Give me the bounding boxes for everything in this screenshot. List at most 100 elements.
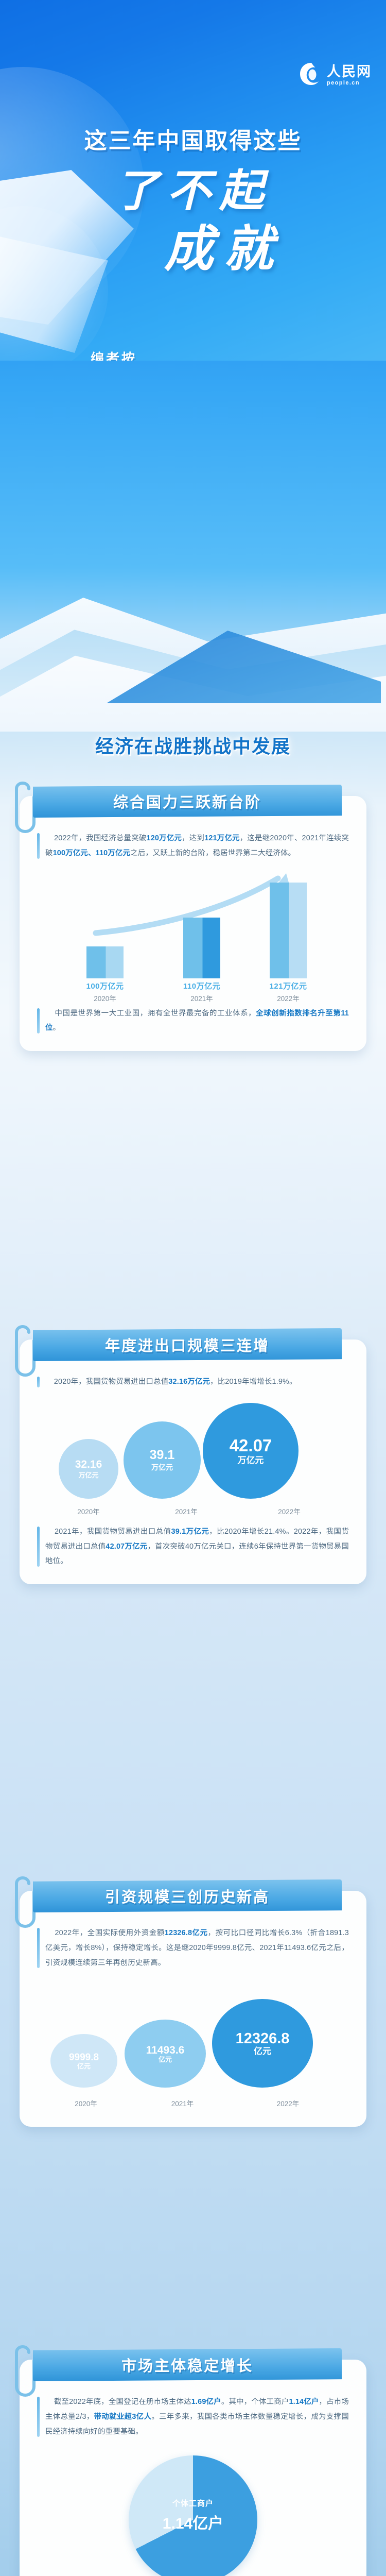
bubble-unit-2021: 万亿元 [151,1463,173,1472]
bar-2022: 121万亿元 2022年 [269,882,307,1003]
card-national-strength: 综合国力三跃新台阶 2022年，我国经济总量突破120万亿元，达到121万亿元，… [15,781,366,1052]
bubble-2020: 32.16 万亿元 [59,1438,118,1499]
c2-p1-text-2: ，比2019年增增长1.9%。 [210,1378,297,1386]
paperclip-icon [11,781,39,835]
c2-p2-text-3: ，首次突破40万亿元关口，连续6年保持世界第一货物贸易国 [147,1542,349,1551]
card-paragraph-1: 2022年，我国经济总量突破120万亿元，达到121万亿元，这是继2020年、2… [37,831,349,861]
bubble-category-2021: 2021年 [175,1507,198,1516]
card-title: 引资规模三创历史新高 [104,1889,270,1906]
logo-text-cn: 人民网 [327,63,372,79]
highlight-120: 120万亿元 [146,834,182,842]
bubble-2022: 42.07 万亿元 [203,1402,299,1499]
highlight-innovation-rank: 全球创新指数排名升至第11位 [45,1009,349,1032]
card-header-national-strength: 综合国力三跃新台阶 [33,785,342,818]
bar-category-2021: 2021年 [190,994,213,1003]
highlight-121: 121万亿元 [204,834,240,842]
highlight-391: 39.1万亿元 [171,1527,209,1536]
card-market-entities: 市场主体稳定增长 截至2022年底，全国登记在册市场主体达1.69亿户。其中，个… [15,2345,366,2576]
card-title: 综合国力三跃新台阶 [113,794,261,811]
card4-paragraph-1: 截至2022年底，全国登记在册市场主体达1.69亿户。其中，个体工商户1.14亿… [37,2395,349,2439]
ellipse-2022: 12326.8 亿元 [212,1999,313,2088]
bubble-value-2022: 42.07 [229,1435,272,1455]
bar-value-2021: 110万亿元 [183,981,221,991]
editor-note: 编者按 “疫情要防住、经济要稳住、发展要安全。”三年多来，中国因时因势不断优化调… [29,348,199,361]
c2-p1-text: 2020年，我国货物贸易进出口总值 [54,1378,169,1386]
ellipse-year-axis: 2020年 2021年 2022年 [37,2098,349,2108]
card2-paragraph-1: 2020年，我国货物贸易进出口总值32.16万亿元，比2019年增增长1.9%。 [37,1375,349,1389]
ellipse-2020: 9999.8 亿元 [50,2034,117,2088]
ellipse-unit-2021: 亿元 [158,2055,172,2063]
bubble-unit-2022: 万亿元 [237,1455,264,1465]
bubble-year-axis: 2020年 2021年 2022年 [37,1506,349,1516]
c4-p1-text-2: 。其中，个体工商户 [221,2398,289,2406]
c2-p2-text-2: ，比2020年增长21.4%。2022年，我国货物贸易进出口总值 [45,1527,349,1551]
ellipse-value-2020: 9999.8 [68,2052,99,2063]
people-cn-logo-icon [299,62,323,86]
paperclip-icon-4 [11,2345,39,2399]
ellipse-category-2021: 2021年 [171,2100,194,2108]
para2-text-2: 。 [52,1024,61,1032]
ellipse-category-2020: 2020年 [75,2100,97,2108]
highlight-114: 1.14亿户 [289,2398,319,2406]
ellipse-value-2022: 12326.8 [235,2030,290,2047]
editor-note-heading: 编者按 [90,351,137,361]
page-title: 这三年中国取得这些 [84,128,302,154]
c4-p1-text: 截至2022年底，全国登记在册市场主体达 [54,2398,191,2406]
ellipse-category-2022: 2022年 [276,2100,300,2108]
para-text: 2022年，我国经济总量突破 [54,834,147,842]
para-text-3: ，这是继2020年、2021年连续突破 [45,834,349,857]
bubble-value-2020: 32.16 [75,1458,102,1470]
pie-slice-label: 个体工商户 1.14亿户 [129,2498,257,2533]
bar-value-2022: 121万亿元 [269,981,307,991]
card-paragraph-2: 中国是世界第一大工业国，拥有全世界最完备的工业体系，全球创新指数排名升至第11位… [37,1006,349,1036]
c4-p1-text-4: 。三年多来，我国各类市场主体数量稳定增长，成为支撑国民经济持续向好的重要基础。 [45,2412,349,2436]
pie-slice-value: 1.14亿户 [162,2515,224,2533]
card-title: 市场主体稳定增长 [121,2358,253,2375]
card-foreign-investment: 引资规模三创历史新高 2022年，全国实际使用外资金额12326.8亿元，按可比… [15,1876,366,2127]
ellipse-2021: 11493.6 亿元 [125,2020,206,2088]
ellipse-chart-fdi: 9999.8 亿元 11493.6 亿元 12326.8 亿元 2020年 20… [37,1979,349,2108]
bubble-value-2021: 39.1 [149,1448,175,1463]
c4-p1-text-3: ，占市场主体总量2/3， [45,2398,349,2421]
highlight-12326: 12326.8亿元 [164,1929,208,1937]
paperclip-icon-3 [11,1876,39,1930]
highlight-169: 1.69亿户 [191,2398,221,2406]
bar-category-2020: 2020年 [94,994,116,1003]
paperclip-icon-2 [11,1325,39,1379]
ellipse-unit-2020: 亿元 [77,2062,91,2070]
pie-slices [129,2455,257,2576]
logo-text-en: people.cn [327,80,360,86]
c3-p1-text-2: ，按可比口径同比增长6.3%（折合1891.3亿美元，增长8%），保持稳定增长。… [45,1929,349,1967]
card-header-market-entities: 市场主体稳定增长 [33,2348,342,2381]
card-trade-growth: 年度进出口规模三连增 2020年，我国货物贸易进出口总值32.16万亿元，比20… [15,1325,366,1585]
bar-chart-gdp: 100万亿元 2020年 110万亿元 2021年 121万亿元 2022年 [37,870,349,1003]
para2-text: 中国是世界第一大工业国，拥有全世界最完备的工业体系， [55,1009,256,1018]
bubble-category-2022: 2022年 [278,1507,301,1516]
ellipse-unit-2022: 亿元 [254,2046,271,2056]
site-logo: 人民网 people.cn [299,62,372,86]
highlight-jobs: 带动就业超3亿人 [94,2412,152,2421]
c2-p2-text: 2021年，我国货物贸易进出口总值 [54,1527,171,1536]
hero-calligraphy-line-2: 成就 [164,222,284,277]
bubble-category-2020: 2020年 [77,1507,100,1516]
pie-chart-market-entities: 个体工商户 1.14亿户 全国登记在册市场主体 1.69亿户 [37,2448,349,2576]
section-title: 经济在战胜挑战中发展 [95,736,291,757]
card-title: 年度进出口规模三连增 [104,1338,270,1354]
highlight-100-110: 100万亿元、110万亿元 [52,849,131,857]
c2-p2-text-4: 地位。 [45,1557,68,1566]
hero-calligraphy-line-1: 了不起 [114,166,272,216]
highlight-4207: 42.07万亿元 [106,1542,148,1551]
bar-2020: 100万亿元 2020年 [86,946,124,1003]
bar-2021: 110万亿元 2021年 [183,917,220,1003]
bubble-2021: 39.1 万亿元 [124,1421,201,1499]
para-text-4: 之后，又跃上新的台阶，稳居世界第二大经济体。 [130,849,296,857]
bar-value-2020: 100万亿元 [86,981,124,991]
ellipse-value-2021: 11493.6 [146,2044,185,2056]
bubble-unit-2020: 万亿元 [78,1471,99,1479]
pie-slice-title: 个体工商户 [172,2499,214,2509]
hero-banner: 人民网 people.cn 这三年中国取得这些 了不起 成就 编者按 “疫情要防… [0,0,386,361]
c3-p1-text: 2022年，全国实际使用外资金额 [55,1929,165,1937]
highlight-3216: 32.16万亿元 [168,1378,210,1386]
card3-paragraph-1: 2022年，全国实际使用外资金额12326.8亿元，按可比口径同比增长6.3%（… [37,1926,349,1970]
para-text-2: ，达到 [182,834,205,842]
